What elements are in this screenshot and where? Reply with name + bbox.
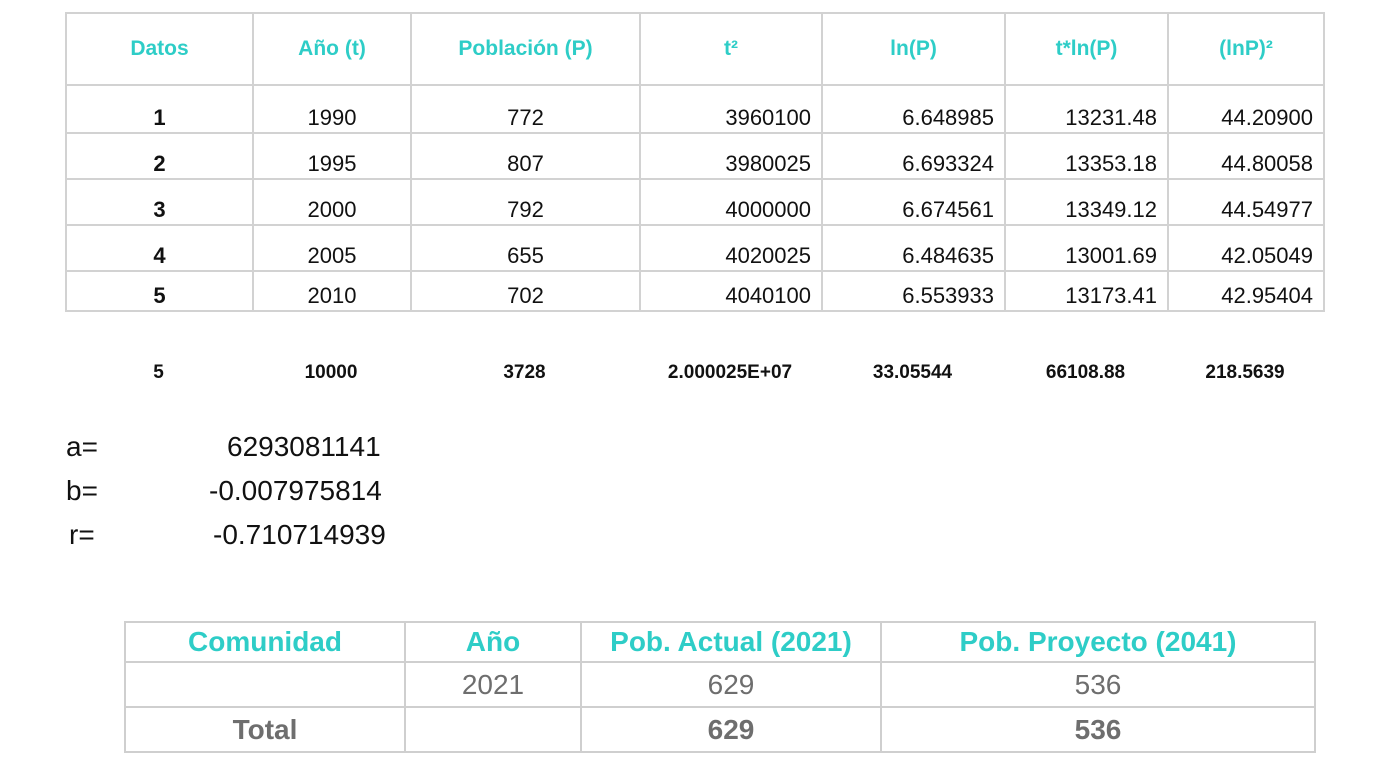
table-row: 1 1990 772 3960100 6.648985 13231.48 44.… — [65, 84, 1325, 134]
cell-ln-p-squared: 44.54977 — [1167, 178, 1325, 226]
table-row: 4 2005 655 4020025 6.484635 13001.69 42.… — [65, 224, 1325, 272]
sum-ln-p-squared: 218.5639 — [1205, 362, 1285, 383]
cell-poblacion: 792 — [410, 178, 641, 226]
sums-row: 5 10000 3728 2.000025E+07 33.05544 66108… — [65, 362, 1323, 384]
cell-anio: 1990 — [252, 84, 412, 134]
coefficient-b-label: b= — [66, 475, 98, 506]
cell-datos: 2 — [65, 132, 254, 180]
cell-anio: 2005 — [252, 224, 412, 272]
total-anio — [404, 706, 582, 753]
cell-t-squared: 4040100 — [639, 270, 823, 312]
total-pob-proyecto: 536 — [880, 706, 1316, 753]
table-header-row: Datos Año (t) Población (P) t² ln(P) t*l… — [65, 12, 1325, 86]
cell-t-squared: 3960100 — [639, 84, 823, 134]
cell-ln-p: 6.553933 — [821, 270, 1006, 312]
cell-poblacion: 702 — [410, 270, 641, 312]
cell-ln-p: 6.693324 — [821, 132, 1006, 180]
cell-datos: 4 — [65, 224, 254, 272]
header-ln-p-squared: (lnP)² — [1167, 12, 1325, 86]
cell-anio: 1995 — [252, 132, 412, 180]
coefficient-a-label: a= — [66, 431, 98, 462]
projection-header-row: Comunidad Año Pob. Actual (2021) Pob. Pr… — [124, 621, 1316, 663]
cell-ln-p: 6.484635 — [821, 224, 1006, 272]
cell-anio: 2000 — [252, 178, 412, 226]
header-pob-proyecto: Pob. Proyecto (2041) — [880, 621, 1316, 663]
regression-table: Datos Año (t) Población (P) t² ln(P) t*l… — [65, 12, 1325, 312]
header-pob-actual: Pob. Actual (2021) — [580, 621, 882, 663]
projection-table: Comunidad Año Pob. Actual (2021) Pob. Pr… — [124, 621, 1316, 753]
cell-poblacion: 772 — [410, 84, 641, 134]
cell-t-ln-p: 13001.69 — [1004, 224, 1169, 272]
coefficient-b-value: -0.007975814 — [209, 475, 382, 506]
sum-t-squared: 2.000025E+07 — [667, 362, 793, 383]
sum-t-ln-p: 66108.88 — [1045, 362, 1126, 383]
header-comunidad: Comunidad — [124, 621, 406, 663]
projection-total-row: Total 629 536 — [124, 706, 1316, 753]
cell-t-ln-p: 13231.48 — [1004, 84, 1169, 134]
sum-ln-p: 33.05544 — [872, 362, 953, 383]
sum-datos: 5 — [153, 362, 164, 383]
header-t-squared: t² — [639, 12, 823, 86]
table-row: 3 2000 792 4000000 6.674561 13349.12 44.… — [65, 178, 1325, 226]
cell-ln-p: 6.648985 — [821, 84, 1006, 134]
cell-pob-actual: 629 — [580, 661, 882, 708]
cell-pob-proyecto: 536 — [880, 661, 1316, 708]
cell-anio: 2010 — [252, 270, 412, 312]
cell-t-squared: 4020025 — [639, 224, 823, 272]
cell-datos: 1 — [65, 84, 254, 134]
header-ln-p: ln(P) — [821, 12, 1006, 86]
cell-ln-p-squared: 42.05049 — [1167, 224, 1325, 272]
coefficient-r-label: r= — [69, 519, 95, 550]
coefficient-r-value: -0.710714939 — [213, 519, 386, 550]
header-poblacion: Población (P) — [410, 12, 641, 86]
cell-anio: 2021 — [404, 661, 582, 708]
header-t-ln-p: t*ln(P) — [1004, 12, 1169, 86]
cell-t-squared: 3980025 — [639, 132, 823, 180]
cell-poblacion: 655 — [410, 224, 641, 272]
coefficient-a-value: 6293081141 — [227, 431, 381, 462]
table-row: 5 2010 702 4040100 6.553933 13173.41 42.… — [65, 270, 1325, 312]
sum-anio: 10000 — [304, 362, 358, 383]
table-row: 2 1995 807 3980025 6.693324 13353.18 44.… — [65, 132, 1325, 180]
cell-t-squared: 4000000 — [639, 178, 823, 226]
total-label: Total — [124, 706, 406, 753]
header-anio: Año — [404, 621, 582, 663]
sum-poblacion: 3728 — [503, 362, 546, 383]
cell-t-ln-p: 13349.12 — [1004, 178, 1169, 226]
header-datos: Datos — [65, 12, 254, 86]
cell-datos: 3 — [65, 178, 254, 226]
total-pob-actual: 629 — [580, 706, 882, 753]
cell-ln-p: 6.674561 — [821, 178, 1006, 226]
cell-ln-p-squared: 44.80058 — [1167, 132, 1325, 180]
header-anio: Año (t) — [252, 12, 412, 86]
cell-ln-p-squared: 44.20900 — [1167, 84, 1325, 134]
cell-t-ln-p: 13173.41 — [1004, 270, 1169, 312]
cell-datos: 5 — [65, 270, 254, 312]
cell-comunidad — [124, 661, 406, 708]
cell-t-ln-p: 13353.18 — [1004, 132, 1169, 180]
projection-row: 2021 629 536 — [124, 661, 1316, 708]
cell-ln-p-squared: 42.95404 — [1167, 270, 1325, 312]
cell-poblacion: 807 — [410, 132, 641, 180]
